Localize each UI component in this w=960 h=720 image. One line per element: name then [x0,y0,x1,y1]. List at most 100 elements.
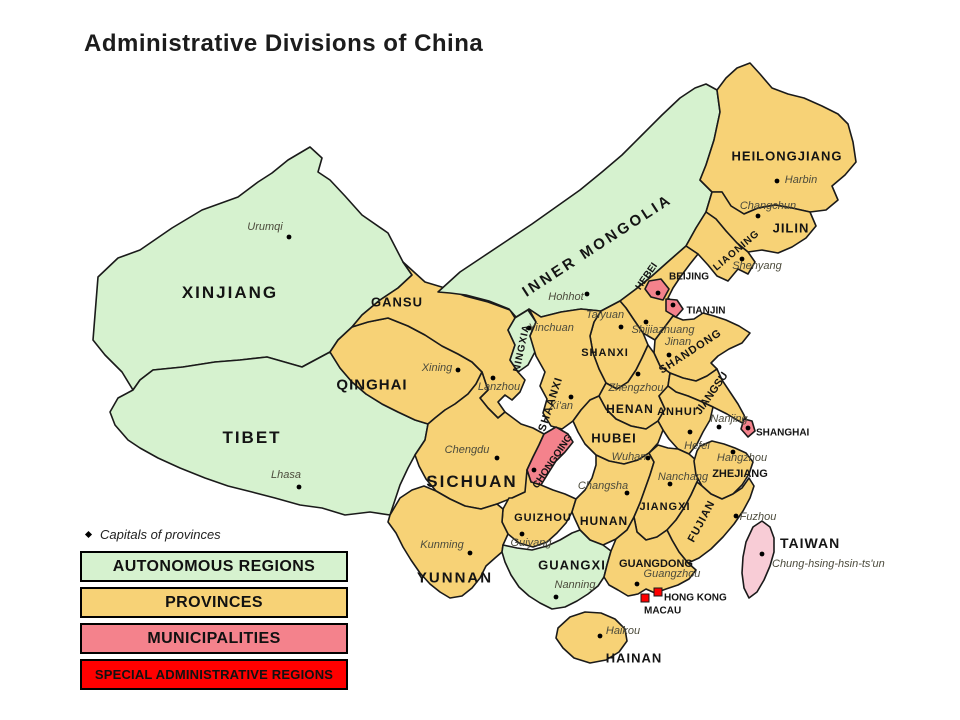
capital-label-henan: Zhengzhou [607,382,663,394]
capital-label-hainan: Haikou [606,625,640,637]
region-label-anhui: ANHUI [657,406,697,418]
region-label-heilongjiang: HEILONGJIANG [732,149,843,164]
region-label-guizhou: GUIZHOU [514,512,572,524]
legend-item-municipalities: MUNICIPALITIES [80,623,348,654]
capital-dot-zhejiang [730,449,736,455]
sar-marker-macau [640,593,650,603]
region-label-gansu: GANSU [371,295,423,310]
region-heilongjiang [699,62,857,215]
capital-label-hunan: Changsha [578,480,628,492]
capital-label-jiangsu: Nanjing [710,413,748,425]
capital-dot-guizhou [519,531,525,537]
capital-label-jilin: Changchun [740,200,796,212]
legend-label: PROVINCES [165,593,263,611]
region-label-shanxi: SHANXI [581,347,629,359]
region-label-jiangxi: JIANGXI [639,501,690,513]
capital-label-qinghai: Xining [421,362,453,374]
capital-dot-jilin [755,213,761,219]
capital-dot-jiangsu [716,424,722,430]
region-label-henan: HENAN [606,402,654,416]
capital-label-anhui: Hefei [684,440,710,452]
capital-dot-guangxi [553,594,559,600]
region-guangxi [501,529,612,610]
capital-label-shaanxi: Xi'an [548,400,573,412]
region-label-hainan: HAINAN [606,651,663,666]
region-yunnan [387,485,509,599]
legend-label: SPECIAL ADMINISTRATIVE REGIONS [94,667,334,682]
region-fujian [666,477,755,564]
region-label-hubei: HUBEI [591,431,636,446]
capitals-note: Capitals of provinces [84,527,348,542]
capital-label-guangdong: Guangzhou [644,568,701,580]
capital-dot-shandong [666,352,672,358]
capital-dot-inner_mongolia [584,291,590,297]
capital-dot-hunan [624,490,630,496]
capital-dot-qinghai [455,367,461,373]
capital-dot-tianjin [670,302,676,308]
capital-dot-ningxia [526,325,532,331]
region-label-shanghai: SHANGHAI [756,428,810,439]
capital-dot-taiwan [759,551,765,557]
capital-dot-heilongjiang [774,178,780,184]
capital-label-shanxi: Taiyuan [586,309,624,321]
capital-label-jiangxi: Nanchang [658,471,709,483]
region-label-guangxi: GUANGXI [538,558,606,573]
capital-label-guizhou: Guiyang [511,537,553,549]
capital-dot-guangdong [634,581,640,587]
map-legend: Capitals of provinces AUTONOMOUS REGIONS… [80,527,348,695]
region-label-sichuan: SICHUAN [426,472,517,491]
sar-marker-hong_kong [653,587,663,597]
region-label-yunnan: YUNNAN [417,569,493,586]
region-guizhou [501,469,577,548]
capital-label-tibet: Lhasa [271,469,301,481]
capital-dot-icon [84,530,93,539]
legend-label: AUTONOMOUS REGIONS [112,557,316,575]
capitals-note-text: Capitals of provinces [100,527,221,542]
capital-label-inner_mongolia: Hohhot [548,291,584,303]
region-hainan [555,611,628,664]
capital-label-guangxi: Nanning [555,579,597,591]
region-label-hunan: HUNAN [580,514,628,528]
region-tianjin [665,298,684,318]
region-label-tibet: TIBET [222,428,281,447]
capital-dot-hebei [643,319,649,325]
region-tibet [109,351,429,516]
region-chongqing [526,426,574,486]
capital-label-shandong: Jinan [664,336,691,348]
capital-dot-shanghai [745,425,751,431]
capital-label-fujian: Fuzhou [740,511,777,523]
capital-label-xinjiang: Urumqi [247,221,283,233]
capital-label-hubei: Wuhan [612,451,647,463]
region-label-taiwan: TAIWAN [780,535,840,551]
region-label-jilin: JILIN [773,221,810,236]
region-beijing [644,278,670,301]
capital-dot-liaoning [739,256,745,262]
legend-item-provinces: PROVINCES [80,587,348,618]
region-label-macau: MACAU [644,606,681,617]
region-label-zhejiang: ZHEJIANG [712,468,768,480]
region-anhui [657,385,714,455]
region-label-beijing: BEIJING [669,272,709,283]
region-gansu [351,261,526,419]
region-label-xinjiang: XINJIANG [182,283,278,302]
capital-dot-jiangxi [667,481,673,487]
capital-dot-xinjiang [286,234,292,240]
capital-dot-henan [635,371,641,377]
capital-label-gansu: Lanzhou [478,381,520,393]
legend-item-special-administrative-regions: SPECIAL ADMINISTRATIVE REGIONS [80,659,348,690]
legend-item-autonomous-regions: AUTONOMOUS REGIONS [80,551,348,582]
capital-dot-shaanxi [568,394,574,400]
page-title: Administrative Divisions of China [84,30,484,57]
capital-dot-gansu [490,375,496,381]
capital-dot-chongqing [531,467,537,473]
region-guangdong [603,516,697,597]
region-taiwan [741,520,775,599]
capital-label-sichuan: Chengdu [445,444,490,456]
capital-label-hebei: Shijiazhuang [632,324,696,336]
region-label-hong_kong: HONG KONG [664,593,727,604]
region-label-guangdong: GUANGDONG [619,558,693,570]
capital-label-ningxia: Yinchuan [528,322,574,334]
capital-dot-anhui [687,429,693,435]
